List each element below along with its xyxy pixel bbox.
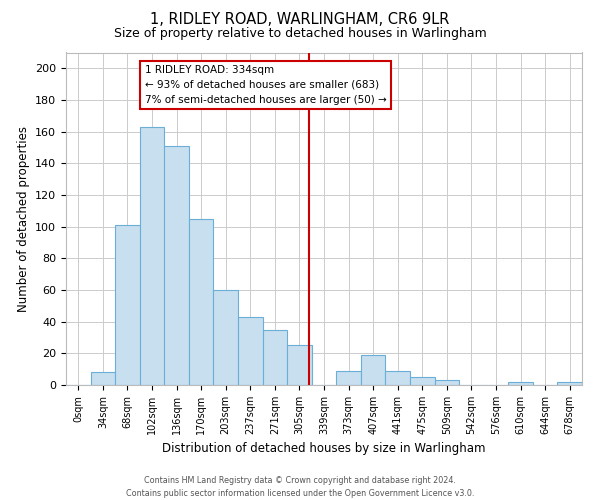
Bar xyxy=(164,146,189,385)
Bar xyxy=(189,219,214,385)
Y-axis label: Number of detached properties: Number of detached properties xyxy=(17,126,29,312)
Bar xyxy=(287,346,312,385)
Bar xyxy=(263,330,287,385)
Bar xyxy=(91,372,115,385)
Bar xyxy=(557,382,582,385)
Bar xyxy=(361,355,385,385)
Text: Size of property relative to detached houses in Warlingham: Size of property relative to detached ho… xyxy=(113,28,487,40)
Bar xyxy=(214,290,238,385)
Bar xyxy=(434,380,459,385)
Bar xyxy=(336,371,361,385)
Text: 1 RIDLEY ROAD: 334sqm
← 93% of detached houses are smaller (683)
7% of semi-deta: 1 RIDLEY ROAD: 334sqm ← 93% of detached … xyxy=(145,65,386,105)
Text: 1, RIDLEY ROAD, WARLINGHAM, CR6 9LR: 1, RIDLEY ROAD, WARLINGHAM, CR6 9LR xyxy=(151,12,449,28)
Bar xyxy=(238,317,263,385)
Text: Contains HM Land Registry data © Crown copyright and database right 2024.
Contai: Contains HM Land Registry data © Crown c… xyxy=(126,476,474,498)
X-axis label: Distribution of detached houses by size in Warlingham: Distribution of detached houses by size … xyxy=(162,442,486,456)
Bar xyxy=(508,382,533,385)
Bar xyxy=(140,127,164,385)
Bar xyxy=(410,377,434,385)
Bar xyxy=(115,225,140,385)
Bar xyxy=(385,371,410,385)
